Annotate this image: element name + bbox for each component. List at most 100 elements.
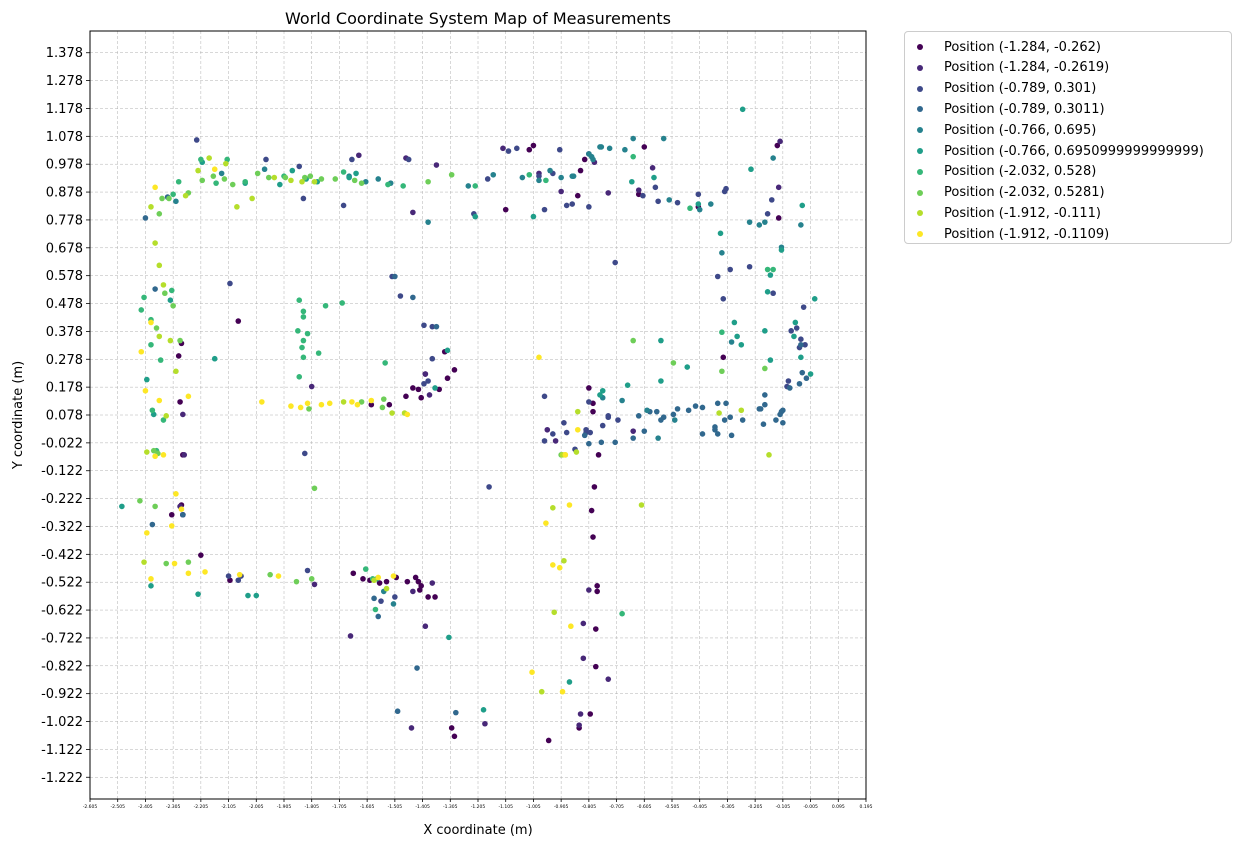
- x-tick-label: -0.605: [637, 804, 652, 810]
- legend-label: Position (-0.766, 0.6950999999999999): [944, 143, 1204, 159]
- data-point-series-3: [786, 385, 793, 391]
- x-tick-label: -0.805: [582, 804, 597, 810]
- data-point-series-5: [734, 333, 740, 340]
- data-point-series-0: [587, 711, 594, 717]
- data-point-series-3: [803, 375, 810, 382]
- data-point-series-0: [368, 401, 375, 408]
- data-point-series-3: [757, 406, 764, 412]
- data-point-series-5: [798, 354, 804, 361]
- data-point-series-3: [727, 414, 733, 421]
- data-point-series-2: [798, 336, 804, 343]
- y-tick-label: 0.978: [46, 158, 83, 173]
- data-point-series-2: [340, 202, 347, 209]
- data-point-series-2: [800, 304, 807, 310]
- data-point-series-3: [798, 341, 804, 348]
- data-point-series-1: [422, 371, 429, 377]
- data-point-series-8: [141, 559, 147, 565]
- data-point-series-9: [178, 506, 185, 512]
- data-point-series-5: [731, 319, 738, 326]
- x-tick-label: -0.205: [748, 804, 763, 810]
- data-point-series-8: [551, 609, 558, 616]
- x-tick-label: -2.305: [166, 804, 181, 810]
- data-point-series-5: [791, 333, 797, 340]
- data-point-series-2: [785, 378, 792, 384]
- data-point-series-6: [168, 287, 175, 294]
- data-point-series-9: [148, 319, 154, 326]
- legend: Position (-1.284, -0.262) Position (-1.28…: [904, 31, 1232, 244]
- data-point-series-4: [569, 173, 576, 179]
- data-point-series-1: [605, 676, 612, 682]
- data-point-series-2: [378, 598, 384, 604]
- data-point-series-3: [760, 421, 767, 427]
- x-ticks: -2.605 -2.505 -2.405 -2.305 -2.205 -2.105 -2.0…: [83, 799, 873, 810]
- data-point-series-5: [277, 181, 283, 188]
- data-point-series-2: [788, 328, 794, 334]
- data-point-series-0: [376, 580, 383, 586]
- data-point-series-8: [173, 368, 179, 375]
- data-point-series-3: [653, 408, 660, 415]
- data-point-series-0: [526, 146, 533, 153]
- data-point-series-5: [717, 230, 724, 237]
- data-point-series-4: [547, 167, 553, 174]
- data-point-series-3: [630, 435, 636, 441]
- data-point-series-9: [368, 397, 375, 404]
- data-point-series-2: [768, 197, 775, 203]
- data-point-series-5: [684, 364, 691, 370]
- data-point-series-5: [629, 178, 635, 185]
- data-point-series-0: [586, 385, 592, 391]
- data-point-series-6: [175, 178, 182, 185]
- data-point-series-6: [630, 153, 636, 160]
- data-point-series-7: [162, 290, 168, 297]
- data-point-series-5: [599, 387, 606, 394]
- data-point-series-5: [195, 591, 201, 597]
- data-point-series-9: [160, 452, 167, 458]
- data-point-series-6: [526, 171, 533, 178]
- x-tick-label: -1.405: [415, 804, 430, 810]
- data-point-series-2: [392, 594, 398, 600]
- data-point-series-4: [770, 155, 776, 161]
- y-tick-label: 0.878: [46, 186, 83, 201]
- data-point-series-2: [720, 295, 727, 302]
- data-point-series-1: [630, 428, 636, 434]
- y-tick-label: 0.678: [46, 241, 83, 256]
- x-tick-label: -0.905: [554, 804, 569, 810]
- x-tick-label: -1.105: [498, 804, 513, 810]
- data-point-series-7: [177, 337, 183, 344]
- data-point-series-8: [152, 240, 158, 246]
- data-point-series-3: [780, 420, 786, 426]
- y-tick-label: -0.122: [41, 464, 83, 479]
- data-point-series-6: [299, 344, 305, 351]
- x-tick-label: -0.705: [609, 804, 624, 810]
- data-point-series-9: [152, 184, 158, 191]
- data-point-series-6: [149, 407, 156, 414]
- data-point-series-4: [218, 170, 225, 177]
- data-point-series-1: [311, 581, 318, 588]
- data-point-series-3: [723, 400, 729, 407]
- data-point-series-8: [383, 585, 390, 592]
- data-point-series-0: [386, 401, 393, 408]
- data-point-series-7: [170, 302, 176, 309]
- data-point-series-0: [415, 386, 422, 393]
- legend-item: Position (-2.032, 0.528): [917, 161, 1096, 183]
- x-tick-label: -1.005: [526, 804, 541, 810]
- data-point-series-0: [720, 354, 727, 361]
- x-tick-label: -0.505: [665, 804, 680, 810]
- data-point-series-2: [695, 191, 702, 198]
- data-point-series-0: [235, 318, 242, 324]
- data-point-series-9: [144, 530, 150, 536]
- data-point-series-4: [558, 174, 564, 181]
- data-point-series-1: [433, 162, 440, 168]
- data-point-series-9: [354, 401, 361, 408]
- y-tick-label: 0.778: [46, 213, 83, 228]
- data-point-series-6: [362, 566, 369, 572]
- data-point-series-3: [152, 286, 158, 292]
- data-point-series-0: [502, 206, 509, 213]
- data-point-series-1: [410, 588, 416, 595]
- data-point-series-5: [738, 341, 745, 348]
- x-tick-label: -2.405: [138, 804, 153, 810]
- data-point-series-2: [714, 273, 721, 280]
- data-point-series-9: [559, 688, 566, 695]
- data-point-series-3: [670, 411, 677, 418]
- data-point-series-8: [195, 167, 201, 174]
- data-point-series-7: [380, 396, 387, 402]
